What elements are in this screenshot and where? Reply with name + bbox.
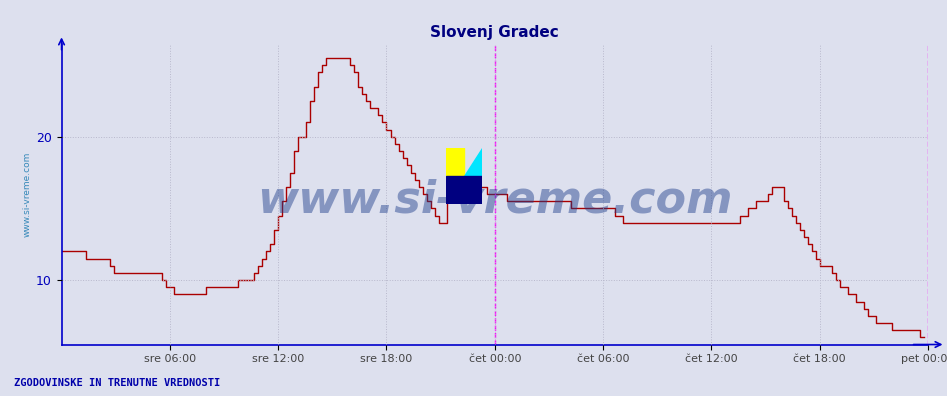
Title: Slovenj Gradec: Slovenj Gradec	[431, 25, 559, 40]
Polygon shape	[446, 148, 464, 176]
Polygon shape	[446, 176, 482, 204]
Text: www.si-vreme.com: www.si-vreme.com	[257, 179, 733, 221]
Text: www.si-vreme.com: www.si-vreme.com	[23, 151, 31, 237]
Text: ZGODOVINSKE IN TRENUTNE VREDNOSTI: ZGODOVINSKE IN TRENUTNE VREDNOSTI	[14, 378, 221, 388]
Polygon shape	[464, 148, 482, 176]
